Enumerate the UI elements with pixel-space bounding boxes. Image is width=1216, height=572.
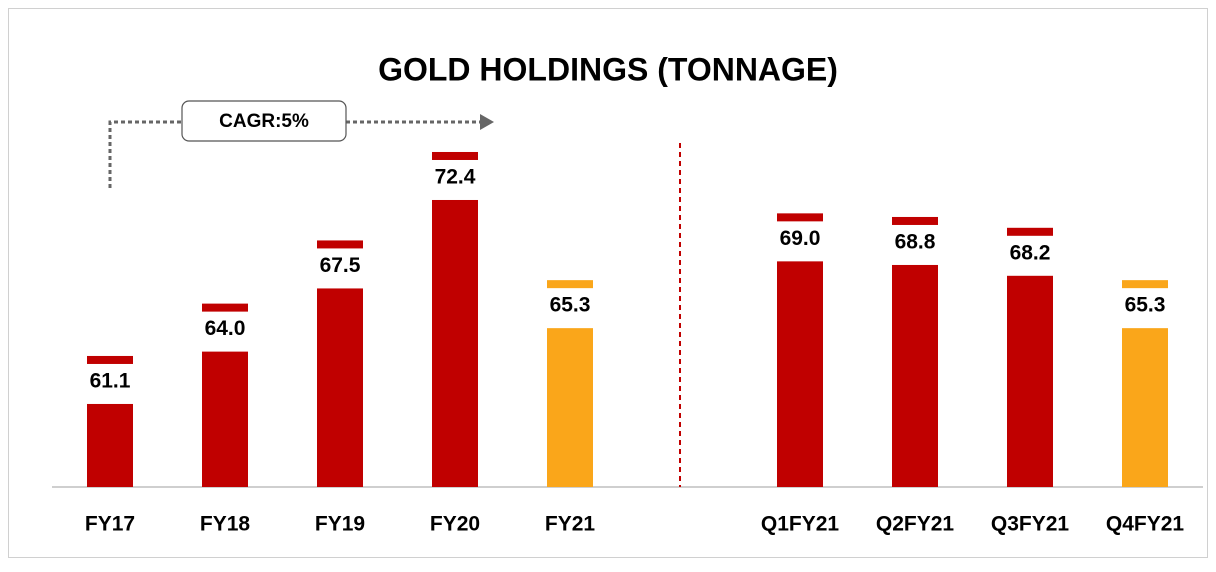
bar-cap — [892, 216, 938, 225]
x-tick-label: FY19 — [315, 513, 365, 536]
x-tick-label: Q1FY21 — [761, 513, 840, 536]
x-tick-label: FY18 — [200, 513, 251, 536]
x-tick-label: Q2FY21 — [876, 513, 955, 536]
bar — [777, 261, 823, 487]
arrow-head — [480, 114, 494, 130]
bar — [1007, 275, 1053, 487]
bar-cap — [87, 355, 133, 364]
annotation: CAGR:5% — [219, 111, 309, 132]
x-tick-label: Q4FY21 — [1106, 513, 1185, 536]
x-tick-label: FY20 — [430, 513, 480, 536]
x-tick-label: Q3FY21 — [991, 513, 1070, 536]
value-label: 67.5 — [320, 254, 361, 277]
chart-title: GOLD HOLDINGS (TONNAGE) — [378, 51, 838, 87]
bar-cap — [777, 213, 823, 222]
bar-cap — [432, 151, 478, 160]
bar — [892, 264, 938, 487]
cagr-arrow — [108, 120, 480, 188]
x-tick-label: FY21 — [545, 513, 596, 536]
value-label: 61.1 — [90, 370, 131, 393]
annotation-box — [181, 100, 347, 142]
value-label: 65.3 — [550, 294, 591, 317]
bar — [87, 403, 133, 487]
bar-cap — [547, 280, 593, 289]
value-label: 68.8 — [895, 231, 936, 254]
bar-cap — [1122, 280, 1168, 289]
bar — [317, 288, 363, 487]
x-tick-label: FY17 — [85, 513, 135, 536]
bar-cap — [202, 303, 248, 312]
bar-cap — [317, 240, 363, 249]
bar — [547, 328, 593, 487]
value-label: 65.3 — [1125, 294, 1166, 317]
value-label: 68.2 — [1010, 241, 1051, 264]
bar — [432, 199, 478, 487]
value-label: 72.4 — [435, 166, 476, 189]
bar — [202, 351, 248, 487]
bar-cap — [1007, 227, 1053, 236]
bar — [1122, 328, 1168, 487]
value-label: 69.0 — [780, 227, 821, 250]
value-label: 64.0 — [205, 317, 246, 340]
